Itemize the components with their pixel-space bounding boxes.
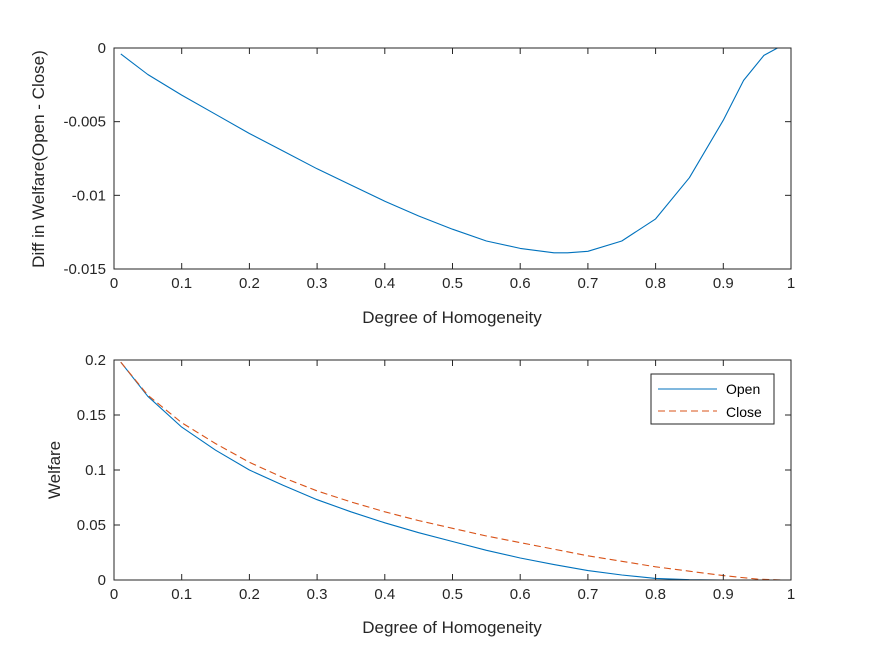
- series-line-close: [120, 361, 785, 581]
- x-tick-label: 0.3: [307, 275, 328, 292]
- plot-area: [114, 48, 791, 269]
- x-tick-label: 0.9: [713, 586, 734, 603]
- y-tick-label: 0.2: [85, 352, 106, 369]
- series-line-0: [120, 47, 785, 254]
- x-tick-label: 0.5: [442, 586, 463, 603]
- x-tick-label: 0.2: [239, 275, 260, 292]
- y-tick-label: 0: [98, 572, 106, 589]
- y-tick-label: 0.05: [77, 517, 106, 534]
- x-tick-label: 0: [110, 586, 118, 603]
- series-line-open: [120, 361, 785, 581]
- y-axis-label: Welfare: [45, 441, 64, 499]
- x-tick-label: 0.2: [239, 586, 260, 603]
- x-axis-label: Degree of Homogeneity: [362, 618, 542, 637]
- x-tick-label: 0.4: [374, 275, 395, 292]
- x-tick-label: 0.6: [510, 275, 531, 292]
- y-tick-label: -0.015: [63, 261, 106, 278]
- y-tick-label: -0.005: [63, 114, 106, 131]
- x-tick-label: 0.1: [171, 275, 192, 292]
- x-tick-label: 0.7: [577, 586, 598, 603]
- x-tick-label: 0.5: [442, 275, 463, 292]
- x-tick-label: 0.8: [645, 586, 666, 603]
- y-tick-label: 0: [98, 40, 106, 57]
- y-axis-label: Diff in Welfare(Open - Close): [29, 50, 48, 268]
- tick-layer: 0 0.1 0.2 0.3 0.4 0.5 0.6 0.7 0.8 0.9 1 0 -0.005 -0.0…: [63, 40, 795, 292]
- legend-box: [650, 373, 775, 425]
- x-axis-label: Degree of Homogeneity: [362, 308, 542, 327]
- x-tick-label: 0.8: [645, 275, 666, 292]
- tick-layer: 0 0.1 0.2 0.3 0.4 0.5 0.6 0.7 0.8 0.9 1 0 0.05 0.1 0.1…: [77, 352, 795, 603]
- legend: Open Close: [650, 373, 775, 425]
- series-layer: [120, 361, 785, 581]
- x-tick-label: 0.4: [374, 586, 395, 603]
- x-tick-label: 1: [787, 275, 795, 292]
- legend-label-close: Close: [726, 404, 762, 420]
- y-tick-label: -0.01: [72, 187, 106, 204]
- x-tick-label: 0.3: [307, 586, 328, 603]
- chart-welfare: 0 0.1 0.2 0.3 0.4 0.5 0.6 0.7 0.8 0.9 1 0 0.05 0.1 0.1…: [45, 352, 795, 637]
- y-tick-label: 0.1: [85, 462, 106, 479]
- legend-label-open: Open: [726, 381, 760, 397]
- chart-diff-welfare: 0 0.1 0.2 0.3 0.4 0.5 0.6 0.7 0.8 0.9 1 0 -0.005 -0.0…: [29, 40, 795, 327]
- x-tick-label: 0.6: [510, 586, 531, 603]
- x-tick-label: 0: [110, 275, 118, 292]
- y-tick-label: 0.15: [77, 407, 106, 424]
- x-tick-label: 0.7: [577, 275, 598, 292]
- x-tick-label: 0.1: [171, 586, 192, 603]
- x-tick-label: 1: [787, 586, 795, 603]
- x-tick-label: 0.9: [713, 275, 734, 292]
